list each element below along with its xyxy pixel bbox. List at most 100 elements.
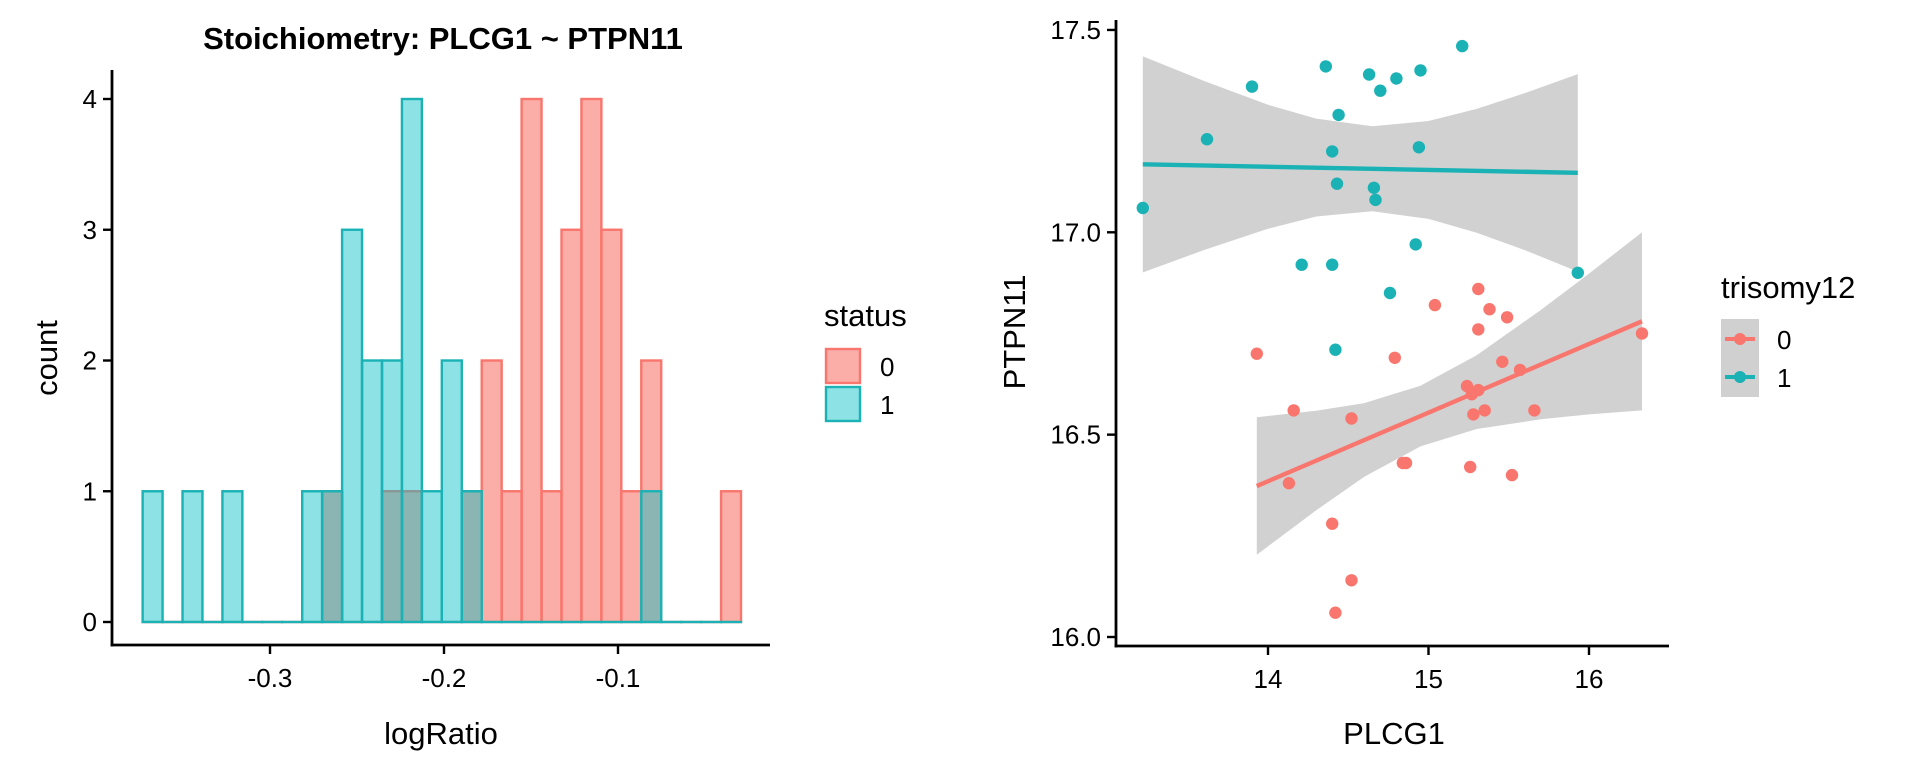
legend-label-status-0: 0 [880, 352, 894, 382]
histogram-bar-status-1-bin-16 [440, 359, 463, 624]
scatter-point-trisomy12-0 [1250, 347, 1264, 360]
scatter-point-trisomy12-1 [1329, 343, 1342, 356]
scatter-point-trisomy12-1 [1390, 72, 1403, 85]
scatter-y-tick-label: 16.0 [1050, 622, 1101, 652]
scatter-point-trisomy12-1 [1456, 39, 1469, 53]
histogram-bar-status-0-bin-22 [560, 228, 583, 624]
scatter-point-trisomy12-0 [1483, 303, 1496, 316]
scatter-point-trisomy12-1 [1571, 266, 1585, 279]
scatter-point-trisomy12-0 [1496, 355, 1509, 368]
scatter-point-trisomy12-0 [1528, 404, 1541, 417]
legend-key-background [1721, 319, 1759, 397]
scatter-point-trisomy12-0 [1478, 404, 1491, 417]
histogram-x-tick-label: -0.3 [248, 663, 293, 693]
scatter-points [1136, 39, 1649, 619]
scatter-point-trisomy12-1 [1245, 80, 1259, 93]
histogram-bar-status-0-bin-20 [520, 97, 543, 624]
scatter-y-axis-title: PTPN11 [997, 275, 1032, 390]
histogram-bar-status-0-bin-19 [500, 490, 523, 624]
histogram-x-tick-label: -0.2 [422, 663, 467, 693]
scatter-point-trisomy12-1 [1295, 258, 1308, 271]
legend-key-status-1 [824, 385, 862, 423]
scatter-point-trisomy12-1 [1369, 193, 1382, 207]
legend-label-trisomy12-1: 1 [1777, 363, 1791, 393]
histogram-bar-status-1-bin-5 [221, 490, 244, 624]
histogram-x-axis-title: logRatio [384, 716, 498, 751]
histogram-bar-status-1-bin-26 [640, 490, 663, 624]
histogram-y-tick-label: 4 [83, 84, 97, 114]
scatter-y-tick-label: 16.5 [1050, 420, 1101, 450]
scatter-confidence-bands [1142, 56, 1642, 555]
histogram-bar-status-1-bin-15 [420, 490, 444, 624]
scatter-point-trisomy12-1 [1326, 258, 1339, 271]
legend-key-trisomy12-0 [1725, 333, 1755, 345]
legend-key-trisomy12-1 [1725, 371, 1755, 383]
scatter-point-trisomy12-0 [1399, 456, 1413, 470]
histogram-series-1 [141, 97, 743, 624]
histogram-y-tick-label: 3 [83, 215, 97, 245]
scatter-point-trisomy12-0 [1345, 574, 1358, 587]
histogram-bar-status-1-bin-13 [380, 359, 404, 624]
scatter-point-trisomy12-1 [1414, 64, 1427, 77]
scatter-legend: trisomy12 0 1 [1721, 270, 1855, 397]
histogram-bar-status-0-bin-25 [620, 490, 643, 624]
scatter-point-trisomy12-1 [1200, 133, 1214, 146]
scatter-axes: 16.0 16.5 17.0 17.5 14 15 16 [1050, 15, 1669, 694]
scatter-point-trisomy12-1 [1332, 108, 1345, 122]
scatter-point-trisomy12-1 [1374, 84, 1387, 97]
histogram-y-tick-label: 0 [83, 607, 97, 637]
scatter-x-tick-label: 14 [1254, 664, 1283, 694]
scatter-point-trisomy12-0 [1329, 606, 1342, 619]
histogram-bar-status-0-bin-18 [480, 359, 503, 624]
scatter-point-trisomy12-0 [1635, 327, 1649, 340]
scatter-point-trisomy12-1 [1136, 201, 1150, 215]
histogram-y-tick-label: 2 [83, 346, 97, 376]
scatter-fit-lines [1142, 162, 1643, 489]
scatter-point-trisomy12-1 [1319, 60, 1333, 73]
histogram-bar-status-0-bin-24 [600, 228, 623, 624]
confidence-band-trisomy12-0 [1256, 232, 1642, 555]
histogram-bar-status-1-bin-1 [141, 490, 164, 624]
scatter-point-trisomy12-0 [1345, 412, 1358, 425]
histogram-title: Stoichiometry: PLCG1 ~ PTPN11 [203, 21, 683, 56]
scatter-point-trisomy12-1 [1362, 68, 1376, 81]
histogram-y-axis-title: count [29, 320, 64, 396]
histogram-axes: 0 1 2 3 4 -0.3 -0.2 -0.1 [83, 70, 770, 693]
legend-label-status-1: 1 [880, 390, 894, 420]
scatter-point-trisomy12-1 [1412, 141, 1426, 154]
confidence-band-trisomy12-1 [1142, 56, 1578, 273]
regression-line-trisomy12-1 [1142, 162, 1578, 176]
histogram-y-tick-label: 1 [83, 476, 97, 506]
scatter-point-trisomy12-1 [1383, 286, 1397, 300]
histogram-bar-status-1-bin-10 [320, 490, 344, 624]
scatter-point-trisomy12-0 [1467, 408, 1480, 421]
scatter-point-trisomy12-0 [1326, 517, 1339, 530]
histogram-bar-status-1-bin-14 [400, 97, 424, 624]
scatter-legend-title: trisomy12 [1721, 270, 1855, 305]
scatter-x-tick-label: 16 [1575, 664, 1604, 694]
scatter-y-tick-label: 17.0 [1050, 217, 1101, 247]
scatter-x-tick-label: 15 [1414, 664, 1443, 694]
histogram-bar-status-0-bin-30 [719, 490, 743, 624]
histogram-bar-status-0-bin-21 [540, 490, 563, 624]
histogram-bar-status-1-bin-11 [340, 228, 364, 624]
scatter-point-trisomy12-1 [1409, 238, 1422, 251]
histogram-legend: status 0 1 [824, 298, 907, 423]
scatter-point-trisomy12-1 [1326, 145, 1339, 158]
scatter-y-tick-label: 17.5 [1050, 15, 1101, 45]
regression-line-trisomy12-0 [1255, 319, 1643, 489]
scatter-point-trisomy12-0 [1472, 282, 1485, 296]
histogram-x-tick-label: -0.1 [596, 663, 641, 693]
scatter-point-trisomy12-0 [1464, 460, 1477, 474]
scatter-point-trisomy12-0 [1505, 468, 1519, 482]
histogram-bar-status-0-bin-23 [580, 97, 603, 624]
scatter-point-trisomy12-0 [1428, 298, 1442, 312]
scatter-point-trisomy12-0 [1500, 311, 1514, 324]
scatter-point-trisomy12-1 [1330, 177, 1344, 190]
scatter-panel: 16.0 16.5 17.0 17.5 14 15 16 PLCG1 PTPN11 tris… [997, 15, 1855, 751]
scatter-x-axis-title: PLCG1 [1343, 716, 1445, 751]
legend-key-status-0 [824, 347, 862, 385]
scatter-point-trisomy12-1 [1367, 181, 1381, 194]
histogram-bar-status-1-bin-3 [181, 490, 204, 624]
